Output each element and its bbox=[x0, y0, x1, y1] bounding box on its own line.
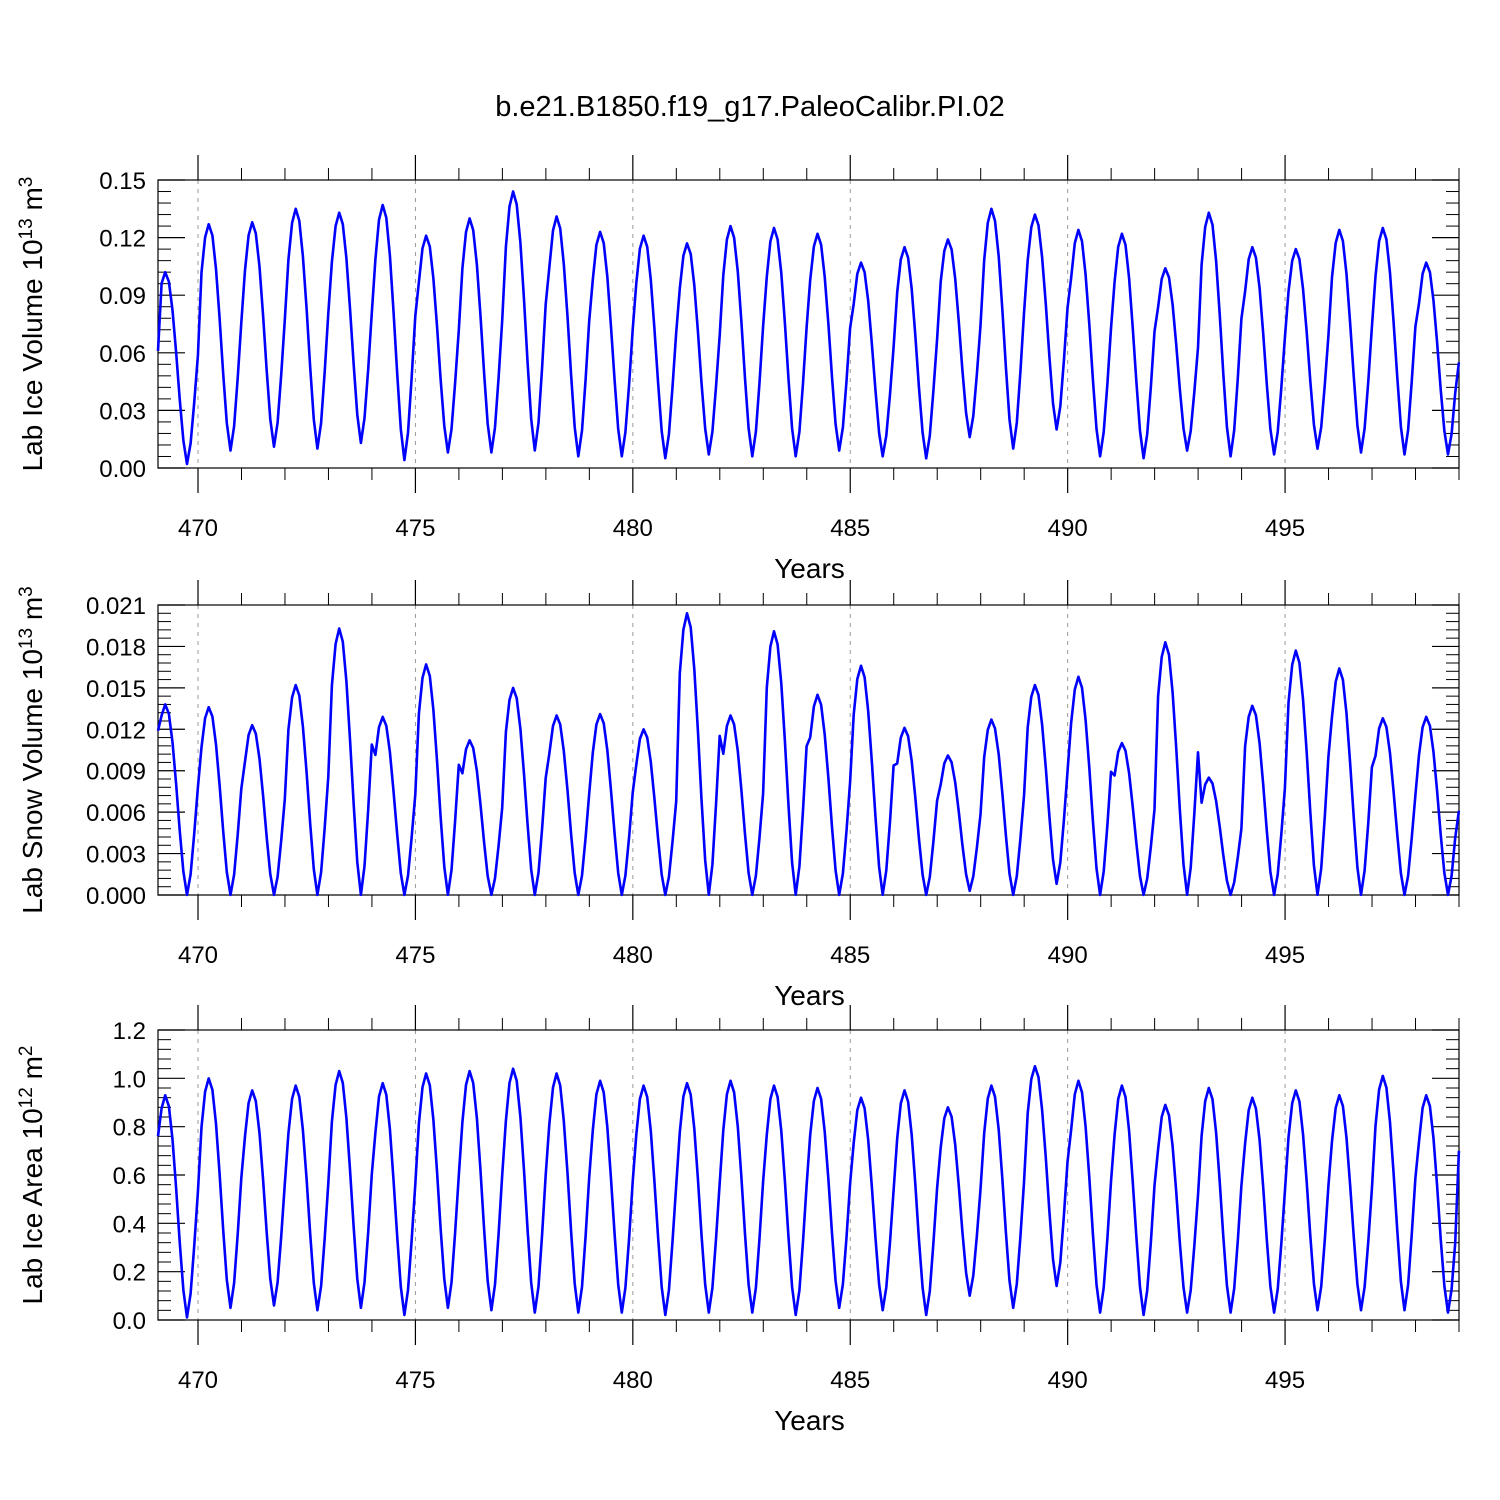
y-tick-label: 0.015 bbox=[86, 676, 146, 703]
y-tick-label: 1.2 bbox=[113, 1018, 146, 1045]
y-tick-label: 0.4 bbox=[113, 1211, 146, 1238]
x-tick-label: 475 bbox=[395, 515, 435, 542]
x-tick-label: 485 bbox=[830, 515, 870, 542]
x-tick-label: 470 bbox=[178, 1367, 218, 1394]
panel-1: 470 475 480 485 490 495 0.00 0.03 0.06 0.09 0.12 0.… bbox=[16, 155, 1461, 584]
y-axis-title: Lab Ice Area 1012 m2 bbox=[16, 1046, 48, 1305]
y-tick-label: 0.09 bbox=[99, 283, 146, 310]
y-tick-label: 0.12 bbox=[99, 226, 146, 253]
x-tick-label: 480 bbox=[613, 515, 653, 542]
y-axis-title-prefix: Lab Ice Volume 10 bbox=[17, 239, 48, 471]
y-tick-label: 0.006 bbox=[86, 800, 146, 827]
series-line bbox=[156, 612, 1461, 897]
x-tick-label: 485 bbox=[830, 942, 870, 969]
x-tick-label: 485 bbox=[830, 1367, 870, 1394]
y-axis-title-unit-exponent: 2 bbox=[16, 1046, 37, 1057]
x-tick-label: 480 bbox=[613, 1367, 653, 1394]
x-axis-title: Years bbox=[774, 553, 845, 584]
y-axis-title: Lab Ice Volume 1013 m3 bbox=[16, 177, 48, 472]
y-axis-title-unit-exponent: 3 bbox=[16, 586, 37, 597]
y-tick-label: 0.15 bbox=[99, 168, 146, 195]
x-tick-label: 495 bbox=[1265, 515, 1305, 542]
y-axis-title-unit: m bbox=[17, 597, 48, 628]
y-axis-title: Lab Snow Volume 1013 m3 bbox=[16, 586, 48, 913]
panel-3: 470 475 480 485 490 495 0.0 0.2 0.4 0.6 0.8 1.0 1.2 Y… bbox=[16, 1005, 1461, 1436]
y-axis-title-exponent: 12 bbox=[16, 1087, 37, 1108]
y-tick-label: 0.03 bbox=[99, 398, 146, 425]
x-tick-label: 495 bbox=[1265, 942, 1305, 969]
y-tick-label: 0.8 bbox=[113, 1115, 146, 1142]
y-axis-title-unit-exponent: 3 bbox=[16, 177, 37, 188]
x-tick-label: 495 bbox=[1265, 1367, 1305, 1394]
y-tick-label: 0.0 bbox=[113, 1308, 146, 1335]
x-tick-label: 490 bbox=[1048, 1367, 1088, 1394]
plot-frame bbox=[157, 179, 1460, 469]
y-tick-label: 0.2 bbox=[113, 1260, 146, 1287]
x-tick-label: 475 bbox=[395, 942, 435, 969]
series-line bbox=[156, 190, 1461, 466]
y-tick-label: 0.009 bbox=[86, 759, 146, 786]
y-tick-label: 0.6 bbox=[113, 1163, 146, 1190]
x-tick-label: 475 bbox=[395, 1367, 435, 1394]
y-axis-title-exponent: 13 bbox=[16, 218, 37, 239]
panel-2: 470 475 480 485 490 495 0.000 0.003 0.006 0.009 0.… bbox=[16, 580, 1461, 1011]
y-tick-label: 1.0 bbox=[113, 1066, 146, 1093]
y-tick-label: 0.06 bbox=[99, 341, 146, 368]
y-axis-title-prefix: Lab Ice Area 10 bbox=[17, 1108, 48, 1304]
x-tick-label: 470 bbox=[178, 942, 218, 969]
x-tick-label: 490 bbox=[1048, 942, 1088, 969]
x-axis-title: Years bbox=[774, 980, 845, 1011]
y-tick-label: 0.012 bbox=[86, 717, 146, 744]
y-axis-title-unit: m bbox=[17, 187, 48, 218]
y-axis-title-prefix: Lab Snow Volume 10 bbox=[17, 649, 48, 914]
y-tick-label: 0.018 bbox=[86, 634, 146, 661]
y-tick-label: 0.021 bbox=[86, 593, 146, 620]
x-axis-title: Years bbox=[774, 1405, 845, 1436]
y-axis-title-exponent: 13 bbox=[16, 628, 37, 649]
x-tick-label: 470 bbox=[178, 515, 218, 542]
y-tick-label: 0.00 bbox=[99, 456, 146, 483]
x-tick-label: 490 bbox=[1048, 515, 1088, 542]
panels: 470 475 480 485 490 4950.000.030.060.090.120.… bbox=[16, 155, 1461, 1436]
plot-frame bbox=[157, 604, 1460, 896]
x-tick-label: 480 bbox=[613, 942, 653, 969]
y-tick-label: 0.003 bbox=[86, 842, 146, 869]
y-tick-label: 0.000 bbox=[86, 883, 146, 910]
series-line bbox=[156, 1065, 1461, 1319]
chart-title: b.e21.B1850.f19_g17.PaleoCalibr.PI.02 bbox=[495, 91, 1005, 123]
y-axis-title-unit: m bbox=[17, 1056, 48, 1087]
